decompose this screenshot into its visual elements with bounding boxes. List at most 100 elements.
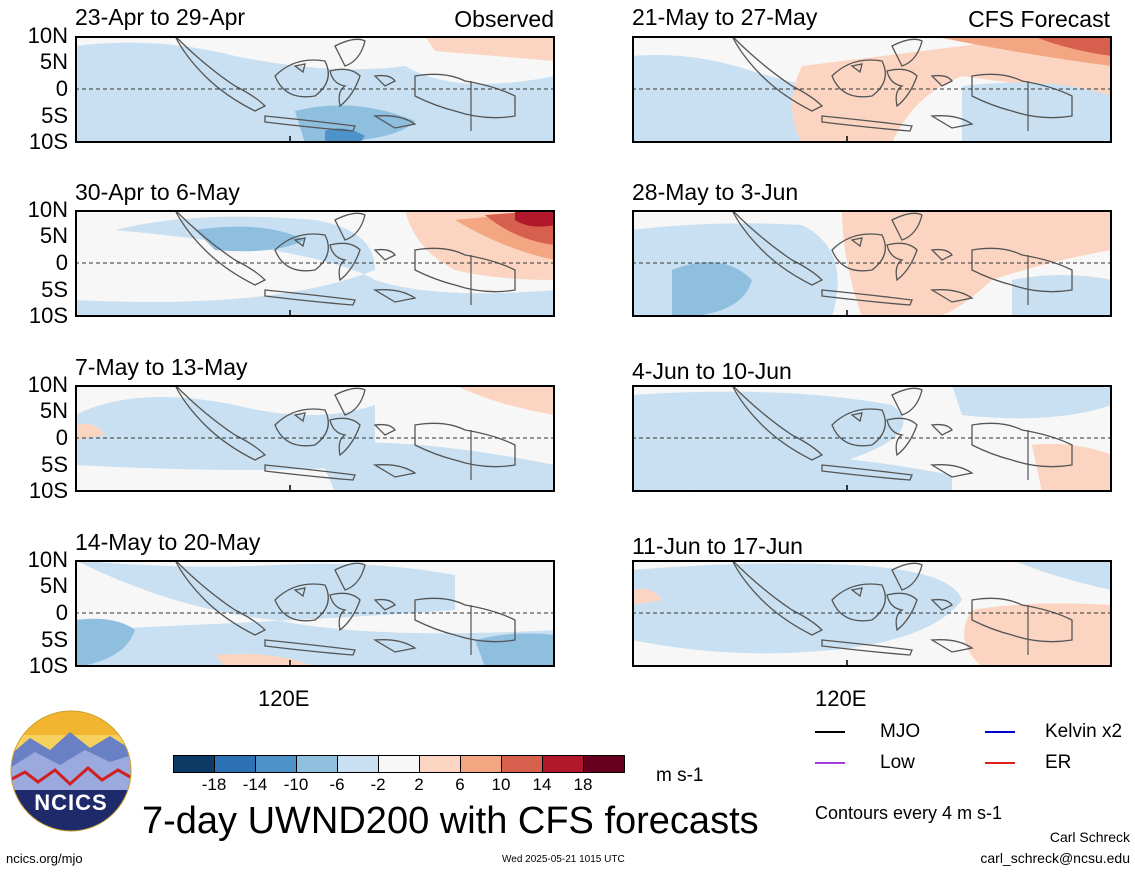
coastline bbox=[731, 385, 824, 461]
coastline bbox=[174, 560, 267, 636]
coastline bbox=[971, 597, 1073, 643]
legend-low-label: Low bbox=[880, 752, 915, 773]
lat-label: 10N bbox=[27, 197, 68, 222]
shading-region bbox=[425, 36, 555, 61]
colorbar-swatch bbox=[501, 755, 543, 773]
lat-label: 5S bbox=[41, 103, 68, 128]
coastline bbox=[831, 583, 886, 622]
coastline bbox=[891, 562, 923, 591]
lat-label: 10S bbox=[28, 653, 68, 678]
coastline bbox=[174, 210, 267, 286]
observed-tag: Observed bbox=[454, 6, 554, 32]
lat-label: 5S bbox=[41, 277, 68, 302]
coastline bbox=[329, 242, 361, 282]
colorbar-tick-label: -18 bbox=[201, 775, 227, 794]
colorbar-swatch bbox=[378, 755, 420, 773]
colorbar-units: m s-1 bbox=[656, 765, 704, 786]
lat-label: 10N bbox=[27, 547, 68, 572]
coastline bbox=[850, 587, 863, 598]
colorbar-tick-label: -6 bbox=[329, 775, 345, 794]
colorbar-swatch bbox=[214, 755, 256, 773]
panel-title-fc-4: 11-Jun to 17-Jun bbox=[632, 533, 803, 559]
coastline bbox=[891, 38, 923, 67]
coastline bbox=[821, 464, 913, 481]
legend-er-line bbox=[985, 762, 1015, 764]
colorbar-tick-label: -2 bbox=[370, 775, 386, 794]
coastline bbox=[274, 583, 329, 622]
colorbar-swatch bbox=[296, 755, 338, 773]
lat-label: 10S bbox=[28, 129, 68, 154]
coastline bbox=[929, 115, 974, 129]
coastline bbox=[264, 115, 356, 132]
lat-label: 10S bbox=[28, 478, 68, 503]
coastline bbox=[731, 210, 824, 286]
panel-title-obs-4: 14-May to 20-May bbox=[75, 529, 261, 555]
main-title: 7-day UWND200 with CFS forecasts bbox=[142, 800, 759, 842]
colorbar-swatch bbox=[337, 755, 379, 773]
coastline bbox=[886, 242, 918, 282]
coastline bbox=[886, 592, 918, 632]
coastline bbox=[334, 38, 366, 67]
coastline bbox=[373, 598, 396, 611]
coastline bbox=[831, 59, 886, 98]
legend-low-line bbox=[815, 762, 845, 764]
shading-region bbox=[75, 397, 375, 470]
coastline bbox=[886, 417, 918, 457]
map-panel-obs-4 bbox=[75, 560, 555, 667]
coastline bbox=[372, 289, 417, 303]
shading-region bbox=[632, 563, 962, 654]
map-panel-obs-1 bbox=[75, 36, 555, 143]
coastline bbox=[731, 36, 824, 112]
lon-label-right: 120E bbox=[815, 686, 867, 711]
map-panel-fc-3 bbox=[632, 385, 1112, 492]
lat-label: 5S bbox=[41, 627, 68, 652]
coastline bbox=[831, 233, 886, 272]
footer-timestamp: Wed 2025-05-21 1015 UTC bbox=[502, 854, 625, 865]
shading-region bbox=[75, 216, 555, 317]
logo-text: NCICS bbox=[34, 790, 108, 815]
coastline bbox=[329, 68, 361, 108]
lat-label: 0 bbox=[55, 600, 68, 625]
colorbar-tick-label: 14 bbox=[532, 775, 552, 794]
legend-mjo-label: MJO bbox=[880, 721, 921, 742]
shading-region bbox=[1032, 36, 1112, 56]
lat-label: 10S bbox=[28, 303, 68, 328]
colorbar-swatch bbox=[583, 755, 625, 773]
footer-author: Carl Schreck bbox=[1049, 829, 1130, 845]
coastline bbox=[821, 115, 913, 132]
coastline bbox=[971, 73, 1073, 119]
coastline bbox=[334, 562, 366, 591]
coastline bbox=[274, 233, 329, 272]
lat-label: 0 bbox=[55, 425, 68, 450]
shading-region bbox=[692, 452, 952, 492]
lon-label-left: 120E bbox=[258, 686, 310, 711]
lat-label: 5N bbox=[39, 49, 68, 74]
coastline bbox=[274, 59, 329, 98]
shading-region bbox=[672, 262, 752, 317]
shading-region bbox=[632, 588, 662, 605]
colorbar-tick-label: 2 bbox=[414, 775, 424, 794]
map-panel-fc-2 bbox=[632, 210, 1112, 317]
coastline bbox=[372, 115, 417, 129]
shading-region bbox=[964, 603, 1112, 667]
coastline bbox=[334, 212, 366, 241]
shading-region bbox=[515, 210, 555, 227]
ncics-logo: NCICS bbox=[10, 710, 132, 832]
panel-title-fc-2: 28-May to 3-Jun bbox=[632, 179, 799, 205]
lat-label: 5N bbox=[39, 573, 68, 598]
lat-label: 10N bbox=[27, 372, 68, 397]
coastline bbox=[850, 412, 863, 423]
shading-region bbox=[315, 442, 555, 492]
coastline bbox=[414, 597, 516, 643]
colorbar-tick-label: 18 bbox=[573, 775, 593, 794]
colorbar-tick-label: 6 bbox=[455, 775, 465, 794]
coastline bbox=[930, 423, 953, 436]
lat-label: 10N bbox=[27, 23, 68, 48]
coastline bbox=[821, 639, 913, 656]
colorbar-swatch bbox=[460, 755, 502, 773]
coastline bbox=[930, 248, 953, 261]
coastline bbox=[329, 417, 361, 457]
legend-mjo-line bbox=[815, 731, 845, 733]
coastline bbox=[929, 464, 974, 478]
panel-title-obs-2: 30-Apr to 6-May bbox=[75, 179, 240, 205]
